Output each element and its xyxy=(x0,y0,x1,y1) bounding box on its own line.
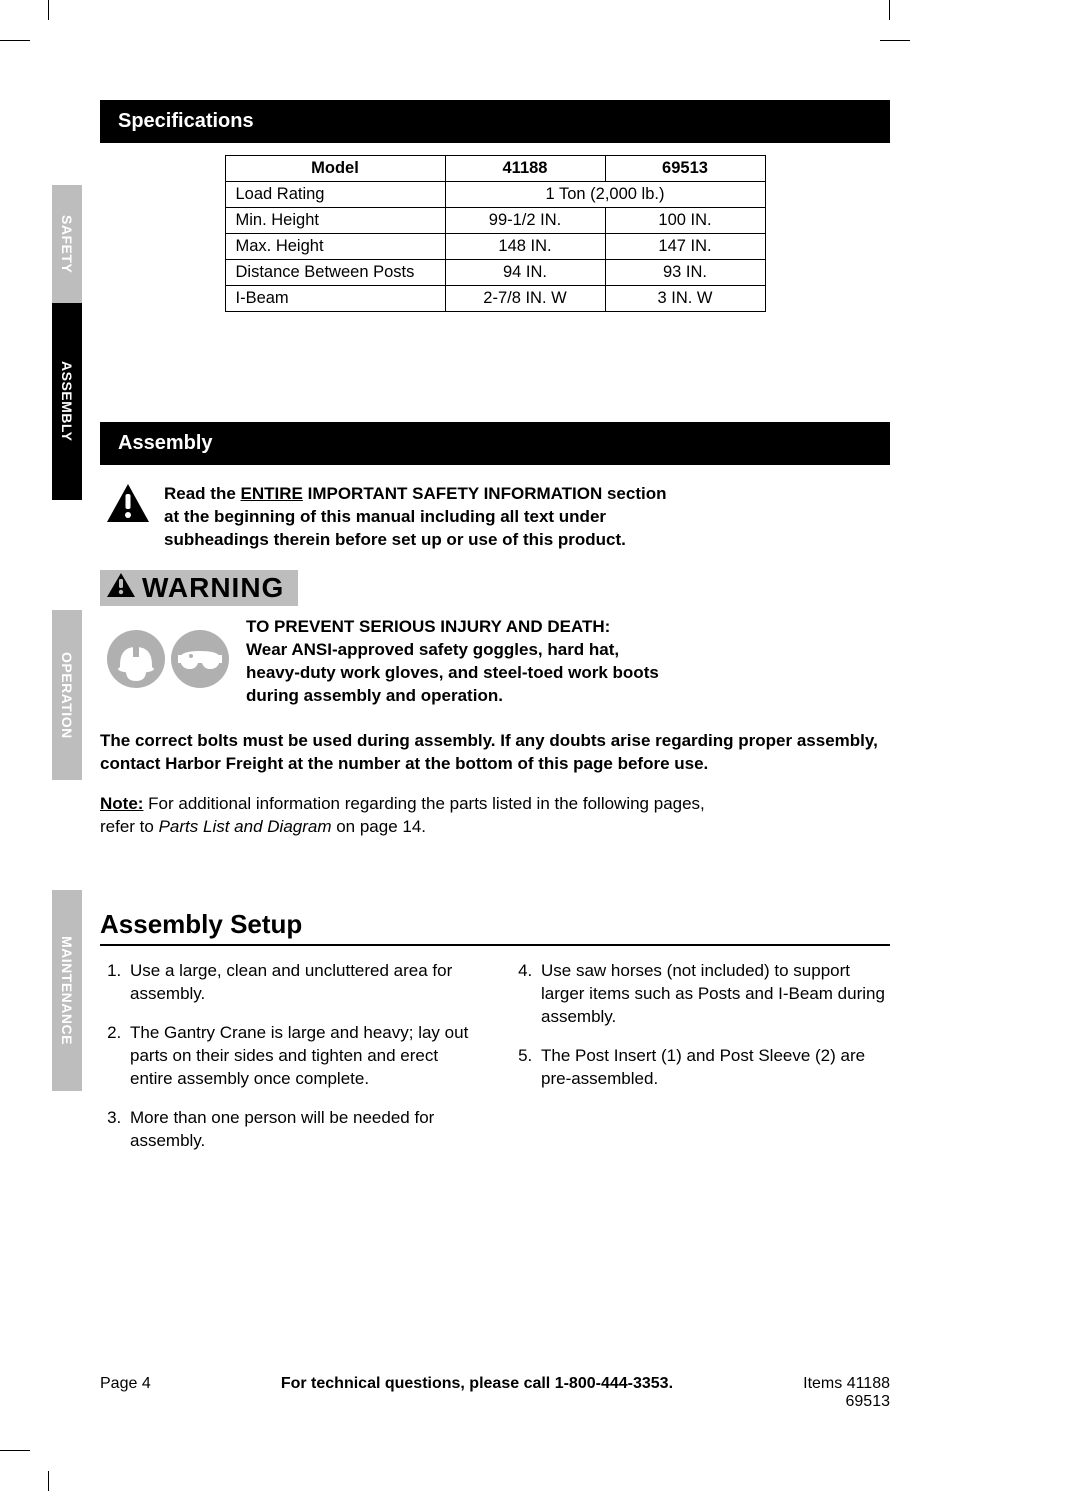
warning-label: WARNING xyxy=(142,572,284,604)
table-row: Max. Height 148 IN. 147 IN. xyxy=(225,234,765,260)
table-cell: Load Rating xyxy=(225,182,445,208)
footer-items: Items 41188 69513 xyxy=(803,1375,890,1411)
page-footer: Page 4 For technical questions, please c… xyxy=(100,1375,890,1411)
table-cell: 94 IN. xyxy=(445,260,605,286)
hardhat-icon xyxy=(106,629,166,694)
table-cell: 148 IN. xyxy=(445,234,605,260)
ppe-text: TO PREVENT SERIOUS INJURY AND DEATH: Wea… xyxy=(246,616,659,708)
assembly-note-text: Read the ENTIRE IMPORTANT SAFETY INFORMA… xyxy=(164,483,667,552)
text: Items 41188 xyxy=(803,1375,890,1392)
tab-assembly: ASSEMBLY xyxy=(52,303,82,500)
warning-banner: WARNING xyxy=(100,570,298,606)
list-item: More than one person will be needed for … xyxy=(126,1107,479,1153)
table-row: Load Rating 1 Ton (2,000 lb.) xyxy=(225,182,765,208)
text: For additional information regarding the… xyxy=(143,794,704,813)
setup-col-right: Use saw horses (not included) to support… xyxy=(511,960,890,1169)
ppe-icons xyxy=(106,629,230,694)
text: refer to xyxy=(100,817,159,836)
specifications-heading: Specifications xyxy=(100,100,890,143)
setup-col-left: Use a large, clean and uncluttered area … xyxy=(100,960,479,1169)
table-cell: 1 Ton (2,000 lb.) xyxy=(445,182,765,208)
table-cell: 147 IN. xyxy=(605,234,765,260)
table-cell: 100 IN. xyxy=(605,208,765,234)
table-cell: I-Beam xyxy=(225,286,445,312)
tab-operation: OPERATION xyxy=(52,610,82,781)
text: Parts List and Diagram xyxy=(159,817,332,836)
list-item: Use saw horses (not included) to support… xyxy=(537,960,890,1029)
table-cell: 93 IN. xyxy=(605,260,765,286)
assembly-heading: Assembly xyxy=(100,422,890,465)
text: on page 14. xyxy=(332,817,427,836)
specifications-table: Model 41188 69513 Load Rating 1 Ton (2,0… xyxy=(225,155,766,312)
text: TO PREVENT SERIOUS INJURY AND DEATH: xyxy=(246,617,610,636)
text: subheadings therein before set up or use… xyxy=(164,530,626,549)
table-cell: Min. Height xyxy=(225,208,445,234)
list-item: The Gantry Crane is large and heavy; lay… xyxy=(126,1022,479,1091)
sidebar-tabs: SAFETY ASSEMBLY OPERATION MAINTENANCE xyxy=(52,185,82,1091)
page-content: Specifications Model 41188 69513 Load Ra… xyxy=(100,100,890,1169)
footer-tech-support: For technical questions, please call 1-8… xyxy=(151,1375,803,1393)
table-cell: Max. Height xyxy=(225,234,445,260)
table-cell: 2-7/8 IN. W xyxy=(445,286,605,312)
cropmark xyxy=(880,40,910,41)
tab-maintenance: MAINTENANCE xyxy=(52,890,82,1091)
page-number: Page 4 xyxy=(100,1375,151,1393)
assembly-safety-note: Read the ENTIRE IMPORTANT SAFETY INFORMA… xyxy=(100,483,890,552)
text: Read the xyxy=(164,484,241,503)
table-row: I-Beam 2-7/8 IN. W 3 IN. W xyxy=(225,286,765,312)
list-item: Use a large, clean and uncluttered area … xyxy=(126,960,479,1006)
note-paragraph: Note: For additional information regardi… xyxy=(100,793,890,839)
text: at the beginning of this manual includin… xyxy=(164,507,606,526)
note-label: Note: xyxy=(100,794,143,813)
table-row: Min. Height 99-1/2 IN. 100 IN. xyxy=(225,208,765,234)
text: Wear ANSI-approved safety goggles, hard … xyxy=(246,640,619,659)
cropmark xyxy=(48,1471,49,1491)
ppe-note: TO PREVENT SERIOUS INJURY AND DEATH: Wea… xyxy=(100,616,890,708)
table-header: 41188 xyxy=(445,156,605,182)
table-row: Model 41188 69513 xyxy=(225,156,765,182)
text: heavy-duty work gloves, and steel-toed w… xyxy=(246,663,659,682)
assembly-setup-columns: Use a large, clean and uncluttered area … xyxy=(100,960,890,1169)
table-header: 69513 xyxy=(605,156,765,182)
table-cell: Distance Between Posts xyxy=(225,260,445,286)
list-item: The Post Insert (1) and Post Sleeve (2) … xyxy=(537,1045,890,1091)
cropmark xyxy=(889,0,890,20)
text: 69513 xyxy=(846,1393,891,1410)
cropmark xyxy=(0,40,30,41)
cropmark xyxy=(48,0,49,20)
table-cell: 3 IN. W xyxy=(605,286,765,312)
table-header: Model xyxy=(225,156,445,182)
table-row: Distance Between Posts 94 IN. 93 IN. xyxy=(225,260,765,286)
table-cell: 99-1/2 IN. xyxy=(445,208,605,234)
text: ENTIRE xyxy=(241,484,303,503)
text: during assembly and operation. xyxy=(246,686,503,705)
goggles-icon xyxy=(170,629,230,694)
cropmark xyxy=(0,1450,30,1451)
text: IMPORTANT SAFETY INFORMATION section xyxy=(303,484,667,503)
assembly-setup-heading: Assembly Setup xyxy=(100,909,890,946)
tab-safety: SAFETY xyxy=(52,185,82,303)
bolts-paragraph: The correct bolts must be used during as… xyxy=(100,730,890,776)
warning-triangle-icon xyxy=(106,483,150,523)
warning-triangle-icon xyxy=(106,572,136,603)
